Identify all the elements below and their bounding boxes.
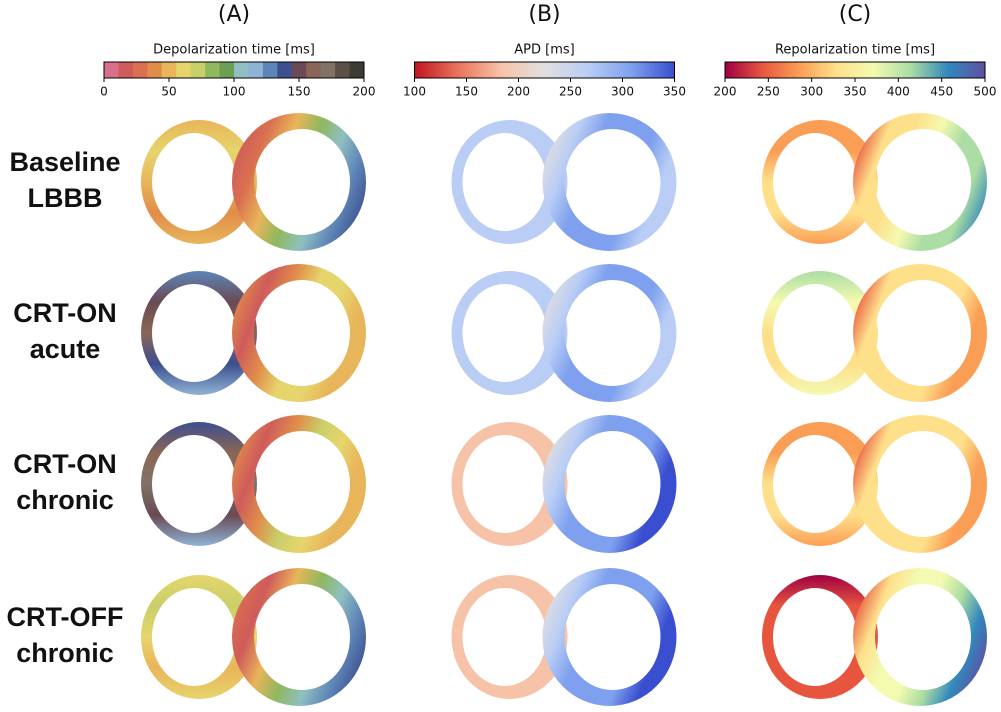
colorbar-tick-label: 300 [611, 85, 634, 99]
left-ventricle [542, 415, 677, 553]
colorbar-segment [132, 62, 148, 78]
colorbar-tick-label: 350 [663, 85, 686, 99]
row-label: chronic [16, 485, 114, 515]
colorbar-segment [219, 62, 235, 78]
right-ventricle [451, 119, 568, 244]
colorbar-segment [320, 62, 336, 78]
row-label: acute [30, 334, 101, 364]
colorbar-segment [176, 62, 192, 78]
left-ventricle [542, 568, 677, 706]
colorbar-segment [335, 62, 351, 78]
colorbar-segment [161, 62, 177, 78]
colorbar-gradient [414, 62, 675, 78]
colorbar-segment [118, 62, 134, 78]
right-ventricle [141, 575, 257, 699]
colorbar-tick-label: 200 [507, 85, 530, 99]
colorbar-segment [349, 62, 365, 78]
colorbar-tick-label: 100 [403, 85, 426, 99]
colorbar-segment [190, 62, 206, 78]
colorbar-segment [306, 62, 322, 78]
colorbar-title: Repolarization time [ms] [775, 43, 935, 58]
left-ventricle [232, 415, 366, 553]
colorbar-gradient [725, 62, 985, 78]
colorbar-tick-label: 200 [714, 85, 737, 99]
left-ventricle [232, 568, 366, 706]
colorbar-segment [147, 62, 163, 78]
colorbar-tick-label: 200 [353, 85, 376, 99]
colorbar-tick-label: 300 [800, 85, 823, 99]
colorbar-tick-label: 150 [288, 85, 311, 99]
left-ventricle [542, 113, 677, 252]
colorbar-segment [104, 62, 119, 78]
colorbar-tick-label: 450 [930, 85, 953, 99]
panel-label: (A) [218, 2, 250, 27]
right-ventricle [762, 575, 878, 699]
right-ventricle [762, 120, 878, 244]
right-ventricle [141, 271, 257, 395]
left-ventricle [232, 113, 366, 251]
colorbar-tick-label: 350 [844, 85, 867, 99]
right-ventricle [141, 422, 257, 546]
left-ventricle [853, 264, 987, 402]
colorbar-segment [248, 62, 264, 78]
colorbar-tick-label: 250 [559, 85, 582, 99]
colorbar-segment [205, 62, 221, 78]
colorbar-tick-label: 250 [757, 85, 780, 99]
row-label: CRT-ON [13, 298, 117, 328]
colorbar-title: APD [ms] [514, 43, 574, 58]
row-label: CRT-ON [13, 449, 117, 479]
left-ventricle [853, 113, 987, 251]
colorbar-tick-label: 150 [455, 85, 478, 99]
row-label: chronic [16, 638, 114, 668]
colorbar-tick-label: 100 [223, 85, 246, 99]
row-label: Baseline [9, 147, 120, 177]
right-ventricle [762, 422, 878, 546]
panel-label: (C) [839, 2, 872, 27]
right-ventricle [451, 270, 568, 395]
row-label: LBBB [28, 183, 103, 213]
left-ventricle [232, 264, 366, 402]
colorbar-segment [262, 62, 278, 78]
left-ventricle [853, 568, 987, 706]
left-ventricle [542, 264, 677, 402]
right-ventricle [451, 574, 568, 699]
colorbar-segment [291, 62, 307, 78]
left-ventricle [853, 415, 987, 553]
right-ventricle [762, 271, 878, 395]
right-ventricle [141, 120, 257, 244]
colorbar-tick-label: 50 [161, 85, 176, 99]
row-label: CRT-OFF [7, 602, 124, 632]
colorbar-frame [414, 61, 675, 79]
colorbar-tick-label: 0 [100, 85, 108, 99]
colorbar-tick-label: 400 [887, 85, 910, 99]
colorbar-segment [234, 62, 249, 78]
right-ventricle [451, 421, 568, 546]
colorbar-tick-label: 500 [974, 85, 997, 99]
colorbar-segment [277, 62, 293, 78]
panel-label: (B) [528, 2, 560, 27]
colorbar-title: Depolarization time [ms] [153, 43, 315, 58]
